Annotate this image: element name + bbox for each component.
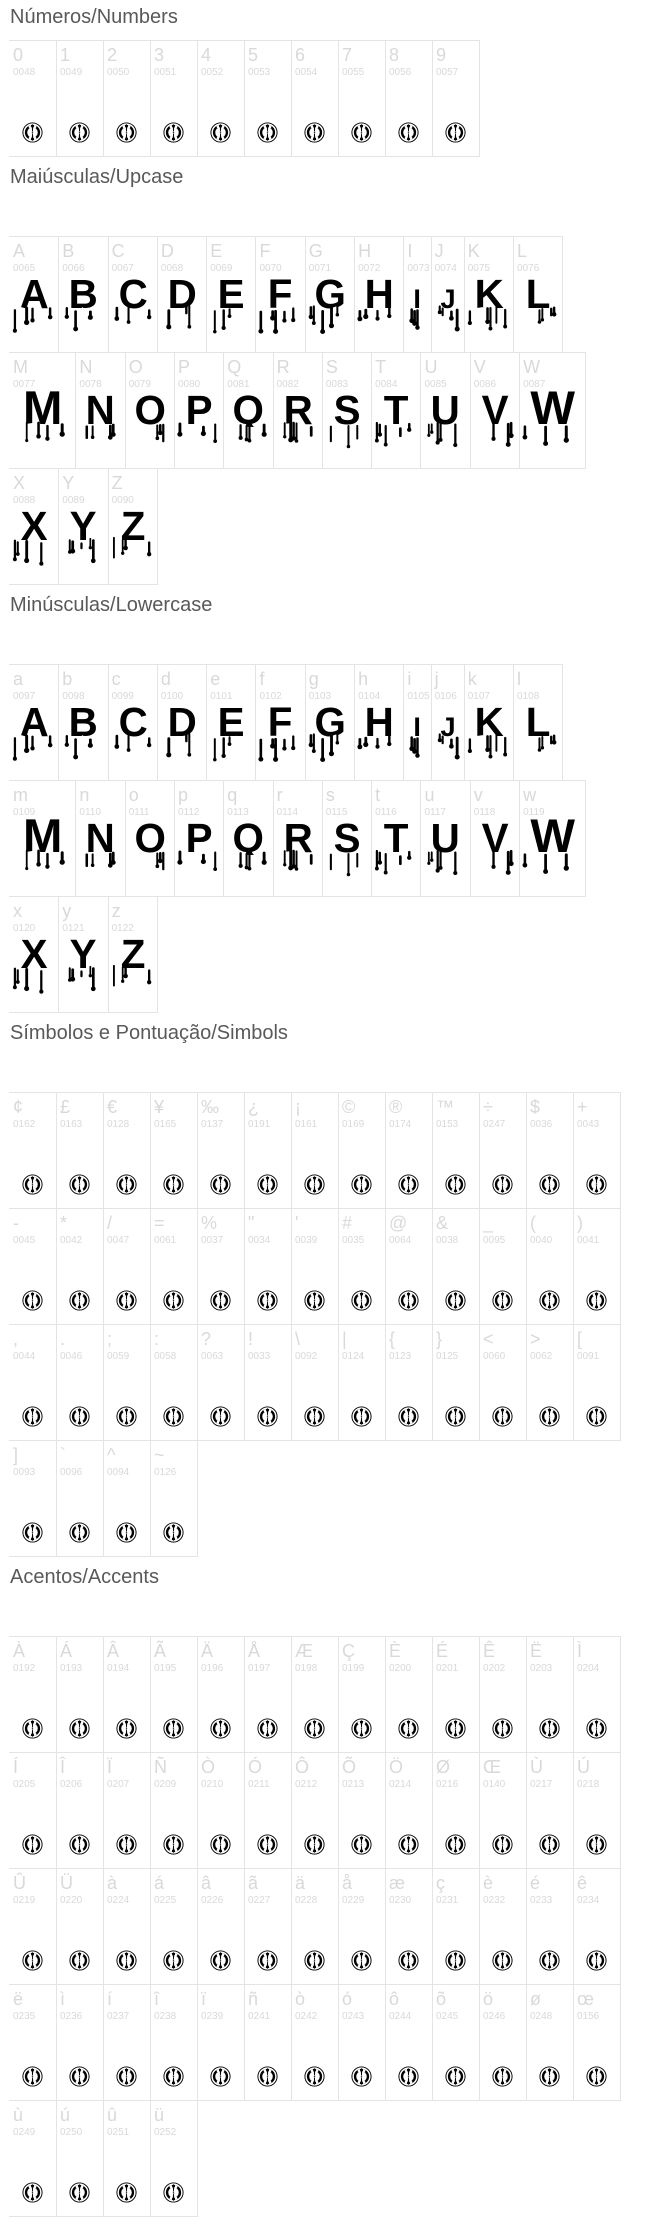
- svg-text:B: B: [69, 271, 97, 317]
- svg-text:W: W: [530, 386, 575, 435]
- svg-text:I: I: [414, 712, 421, 742]
- svg-text:F: F: [268, 271, 292, 317]
- svg-text:E: E: [218, 699, 244, 745]
- svg-text:K: K: [474, 271, 503, 317]
- svg-text:P: P: [186, 815, 212, 861]
- svg-text:R: R: [283, 387, 312, 433]
- svg-text:G: G: [314, 699, 344, 745]
- svg-text:W: W: [530, 814, 575, 863]
- svg-text:B: B: [69, 699, 97, 745]
- svg-text:S: S: [334, 387, 360, 433]
- svg-text:A: A: [20, 699, 49, 745]
- svg-text:A: A: [20, 271, 49, 317]
- svg-text:C: C: [118, 699, 147, 745]
- svg-text:R: R: [283, 815, 312, 861]
- svg-text:M: M: [23, 814, 61, 863]
- svg-text:V: V: [481, 815, 508, 861]
- svg-text:L: L: [526, 699, 550, 745]
- svg-text:E: E: [218, 271, 244, 317]
- svg-text:L: L: [526, 271, 550, 317]
- svg-text:I: I: [414, 284, 421, 314]
- svg-text:S: S: [334, 815, 360, 861]
- svg-text:X: X: [21, 503, 48, 549]
- svg-text:D: D: [167, 271, 195, 317]
- svg-text:Q: Q: [233, 387, 263, 433]
- svg-text:K: K: [474, 699, 503, 745]
- svg-text:C: C: [118, 271, 147, 317]
- svg-text:F: F: [268, 699, 292, 745]
- svg-text:P: P: [186, 387, 212, 433]
- svg-text:G: G: [314, 271, 344, 317]
- svg-text:M: M: [23, 386, 61, 435]
- svg-text:T: T: [384, 387, 409, 433]
- svg-text:T: T: [384, 815, 409, 861]
- svg-text:D: D: [167, 699, 195, 745]
- svg-text:V: V: [481, 387, 508, 433]
- svg-text:X: X: [21, 931, 48, 977]
- svg-text:Q: Q: [233, 815, 263, 861]
